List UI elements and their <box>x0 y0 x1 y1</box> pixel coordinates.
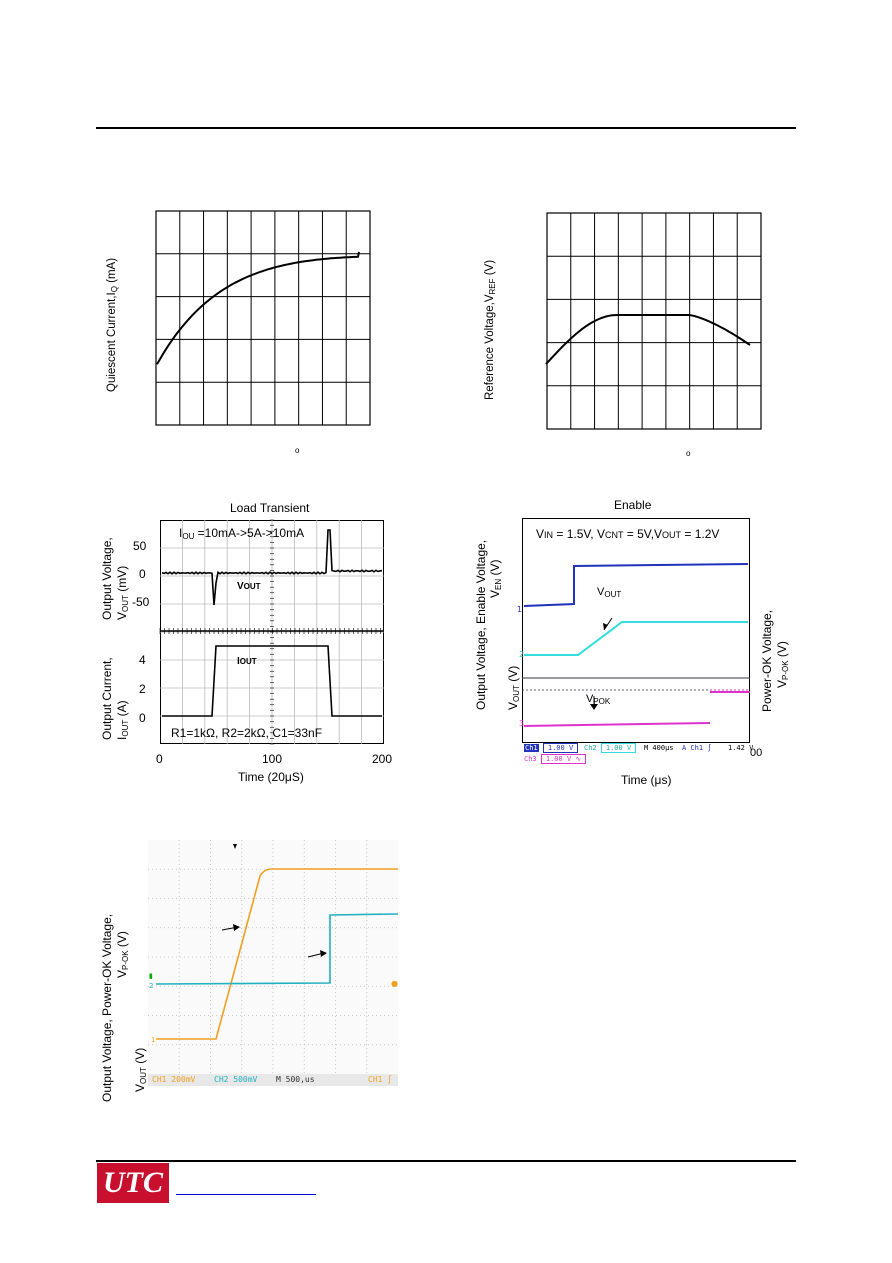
chart2-curve <box>545 314 751 365</box>
chart1-plot <box>155 210 371 426</box>
chart4-ch3-trace <box>523 722 711 727</box>
chart4-scope-trig-level: 1.42 V <box>728 744 754 752</box>
chart5-scope-ch2: CH2 500mV <box>214 1075 258 1084</box>
chart4-plot: 1 2 3 <box>517 518 750 743</box>
chart4-scope-ch1: Ch1 1.00 V <box>524 743 579 753</box>
svg-text:3: 3 <box>519 719 524 728</box>
chart3-vout-trace <box>161 529 383 606</box>
chart4-ch2-trace <box>524 621 748 656</box>
svg-text:2: 2 <box>519 650 524 659</box>
chart4-title: Enable <box>614 498 652 512</box>
chart3-ylabel-bottom: Output Current, IOUT (A) <box>100 657 130 740</box>
utc-logo: UTC <box>97 1163 169 1203</box>
svg-text:2: 2 <box>149 982 153 990</box>
svg-text:▮: ▮ <box>149 972 153 980</box>
website-link-underline[interactable] <box>176 1194 316 1195</box>
chart5-plot: ▮ 2 1 ● <box>148 840 399 1086</box>
chart3-iout-label: IOUT <box>237 656 257 667</box>
chart3-title: Load Transient <box>230 501 310 515</box>
chart4-xtick-end: 00 <box>750 747 763 759</box>
chart5-ch1-trace <box>156 868 398 1040</box>
chart1-ylabel: Quiescent Current,IQ (mA) <box>106 257 119 392</box>
chart5-scope-trig: CH1 ∫ <box>368 1075 393 1084</box>
chart4-scope-timebase: M 400μs <box>644 744 674 752</box>
chart3-conditions: R1=1kΩ, R2=2kΩ, C1=33nF <box>171 726 323 740</box>
chart5-scope-ch1: CH1 200mV <box>152 1075 196 1084</box>
chart3-ytick-top-2: -50 <box>132 595 150 609</box>
chart3-ytick-bot-0: 4 <box>139 653 146 667</box>
chart4-ylabel-right: Power-OK Voltage, VP-OK (V) <box>760 609 790 712</box>
footer-rule <box>96 1160 796 1162</box>
chart4-vpok-label: VPOK <box>586 693 611 706</box>
svg-text:1: 1 <box>517 605 522 614</box>
chart4-vout-label: VOUT <box>597 586 622 599</box>
chart5-ch2-trace <box>155 913 399 985</box>
chart2-ylabel: Reference Voltage,VREF (V) <box>484 259 497 400</box>
chart3-ytick-top-1: 0 <box>139 567 146 581</box>
chart3-xtick-2: 200 <box>372 752 393 766</box>
chart4-scope-ch2: Ch2 1.00 V <box>584 743 637 753</box>
chart4-scope-ch3: Ch3 1.00 V ∿ <box>524 754 587 764</box>
header-rule <box>96 127 796 129</box>
chart5-ylabel: Output Voltage, Power-OK Voltage, VP-OK … <box>100 913 148 1102</box>
svg-text:1: 1 <box>151 1036 155 1044</box>
chart3-ytick-top-0: 50 <box>133 539 147 553</box>
chart4-xlabel: Time (μs) <box>621 773 672 787</box>
chart3-ytick-bot-1: 2 <box>139 682 146 696</box>
chart1-degree: o <box>295 446 300 455</box>
chart4-ylabel-left: Output Voltage, Enable Voltage, VEN (V) … <box>474 539 521 710</box>
chart4-ch1-trace <box>523 563 749 607</box>
chart3-vout-label: VOUT <box>237 581 261 592</box>
chart5-scope-timebase: M 500,us <box>276 1075 315 1084</box>
svg-text:●: ● <box>391 979 398 988</box>
chart3-xtick-1: 100 <box>262 752 283 766</box>
chart2-degree: o <box>686 449 691 458</box>
chart3-xlabel: Time (20μS) <box>238 770 304 784</box>
chart3-annotation: IOU =10mA->5A->10mA <box>179 526 305 541</box>
chart4-scope-trig: A Ch1 ∫ <box>682 744 712 752</box>
chart1-curve <box>156 251 360 365</box>
chart4-conditions: VIN = 1.5V, VCNT = 5V,VOUT = 1.2V <box>536 527 720 541</box>
chart2-plot <box>545 212 762 430</box>
chart3-plot <box>159 519 384 745</box>
chart3-ylabel-top: Output Voltage, VOUT (mV) <box>100 537 130 620</box>
chart3-ytick-bot-2: 0 <box>139 711 146 725</box>
chart3-xtick-0: 0 <box>156 752 163 766</box>
chart3-iout-trace <box>162 645 382 717</box>
